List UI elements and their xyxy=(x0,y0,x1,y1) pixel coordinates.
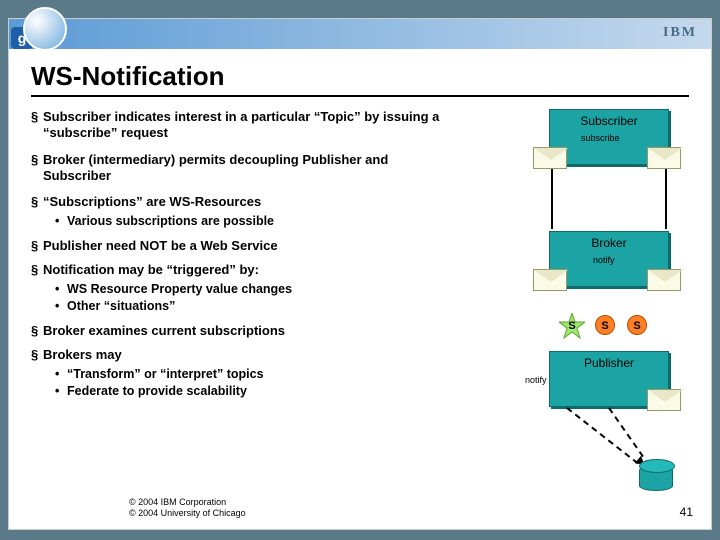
bullet-1: Subscriber indicates interest in a parti… xyxy=(31,109,451,142)
bullet-5: Notification may be “triggered” by: xyxy=(31,262,451,278)
footer: © 2004 IBM Corporation © 2004 University… xyxy=(129,497,246,519)
bullet-7-2: Federate to provide scalability xyxy=(55,384,451,400)
bullet-5-1: WS Resource Property value changes xyxy=(55,282,451,298)
footer-line-2: © 2004 University of Chicago xyxy=(129,508,246,519)
s-circle: S xyxy=(627,315,647,335)
diagram: Subscriber subscribe Broker notify S S S… xyxy=(469,105,689,505)
publisher-label: Publisher xyxy=(550,352,668,370)
line xyxy=(551,169,553,229)
bullet-5-2: Other “situations” xyxy=(55,299,451,315)
s-star: S xyxy=(559,313,585,339)
database-icon xyxy=(639,465,673,491)
slide: g IBM WS-Notification Subscriber indicat… xyxy=(8,18,712,530)
envelope-icon xyxy=(533,147,567,169)
bullet-2: Broker (intermediary) permits decoupling… xyxy=(31,152,451,185)
bullet-list: Subscriber indicates interest in a parti… xyxy=(31,105,451,400)
line xyxy=(665,169,667,229)
envelope-icon xyxy=(647,147,681,169)
s-circle: S xyxy=(595,315,615,335)
page-number: 41 xyxy=(680,505,693,519)
footer-line-1: © 2004 IBM Corporation xyxy=(129,497,246,508)
subscribe-label: subscribe xyxy=(581,133,620,143)
bullet-3-1: Various subscriptions are possible xyxy=(55,214,451,230)
envelope-icon xyxy=(647,389,681,411)
notify-label-2: notify xyxy=(525,375,547,385)
envelope-icon xyxy=(533,269,567,291)
header-band xyxy=(9,19,711,49)
bullet-3: “Subscriptions” are WS-Resources xyxy=(31,194,451,210)
ibm-logo: IBM xyxy=(663,25,697,41)
bullet-7-1: “Transform” or “interpret” topics xyxy=(55,367,451,383)
title-rule xyxy=(31,95,689,97)
envelope-icon xyxy=(647,269,681,291)
bullet-4: Publisher need NOT be a Web Service xyxy=(31,238,451,254)
broker-label: Broker xyxy=(550,232,668,250)
notify-label-1: notify xyxy=(593,255,615,265)
bullet-7: Brokers may xyxy=(31,347,451,363)
globe-icon xyxy=(23,7,67,51)
page-title: WS-Notification xyxy=(31,61,225,92)
bullet-6: Broker examines current subscriptions xyxy=(31,323,451,339)
subscriber-label: Subscriber xyxy=(550,110,668,128)
